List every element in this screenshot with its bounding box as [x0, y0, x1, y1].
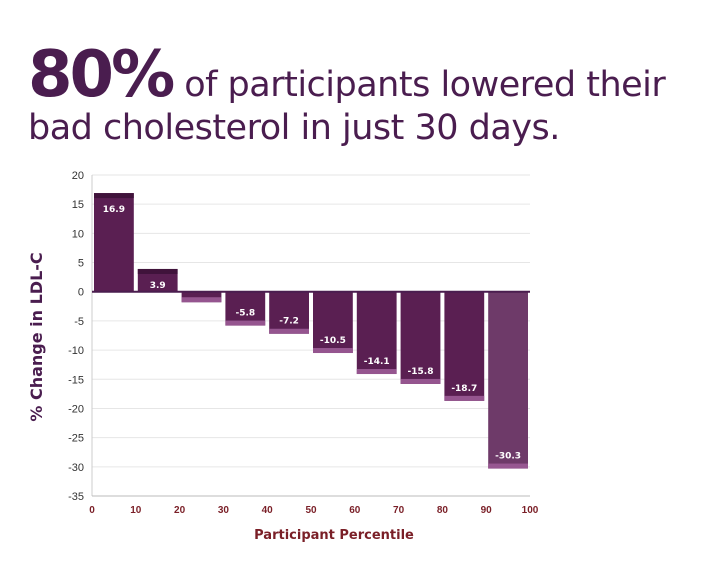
data-label: -7.2 [279, 317, 299, 327]
bar [488, 291, 528, 469]
bar [313, 291, 353, 354]
y-tick-label: -35 [68, 491, 84, 503]
bar-cap [488, 463, 528, 469]
data-label: -5.8 [235, 309, 255, 319]
data-label: -14.1 [364, 357, 390, 367]
x-tick-label: 10 [130, 505, 142, 516]
bar-cap [444, 395, 485, 401]
y-tick-label: 0 [78, 287, 84, 299]
bar [94, 193, 134, 292]
x-tick-label: 0 [89, 505, 95, 516]
y-tick-label: -20 [68, 403, 84, 415]
bar [400, 291, 441, 384]
x-tick-label: 30 [218, 505, 230, 516]
headline-line-1: 80% of participants lowered their [28, 40, 708, 110]
bar [356, 291, 397, 375]
headline-line-1-text: of participants lowered their [184, 65, 666, 105]
x-tick-label: 40 [262, 505, 274, 516]
data-label: -1.8 [192, 285, 212, 295]
y-tick-label: -30 [68, 462, 84, 474]
headline-highlight: 80% [28, 38, 175, 112]
bar-cap [356, 369, 397, 375]
y-tick-label: -25 [68, 433, 84, 445]
data-label: -30.3 [495, 452, 521, 462]
headline: 80% of participants lowered their bad ch… [28, 40, 708, 148]
bar-cap [137, 268, 178, 274]
bar-cap [269, 328, 309, 334]
bar-cap [181, 297, 222, 303]
y-tick-label: 5 [78, 258, 84, 270]
x-axis-title: Participant Percentile [254, 528, 414, 543]
x-tick-label: 50 [305, 505, 317, 516]
y-axis-title: % Change in LDL-C [27, 252, 46, 421]
bar [269, 291, 309, 334]
bar [225, 291, 266, 326]
y-tick-label: 10 [72, 228, 84, 240]
bar [444, 291, 485, 401]
bar [137, 268, 178, 292]
bar-cap [400, 378, 441, 384]
bar-cap [313, 348, 353, 354]
x-tick-label: 100 [522, 505, 539, 516]
y-tick-label: 15 [72, 199, 84, 211]
y-tick-label: -5 [74, 316, 84, 328]
headline-line-2: bad cholesterol in just 30 days. [28, 108, 560, 148]
data-label: -18.7 [451, 384, 477, 394]
x-tick-label: 90 [481, 505, 493, 516]
x-tick-label: 20 [174, 505, 186, 516]
x-tick-label: 70 [393, 505, 405, 516]
data-label: -15.8 [408, 367, 434, 377]
bar-cap [225, 320, 266, 326]
y-tick-label: -15 [68, 374, 84, 386]
data-label: 16.9 [103, 205, 125, 215]
x-tick-label: 60 [349, 505, 361, 516]
y-tick-label: -10 [68, 345, 84, 357]
data-label: 3.9 [150, 281, 166, 291]
data-label: -10.5 [320, 336, 346, 346]
bar-cap [94, 193, 134, 199]
bar [181, 291, 222, 303]
x-tick-label: 80 [437, 505, 449, 516]
y-tick-label: 20 [72, 170, 84, 182]
